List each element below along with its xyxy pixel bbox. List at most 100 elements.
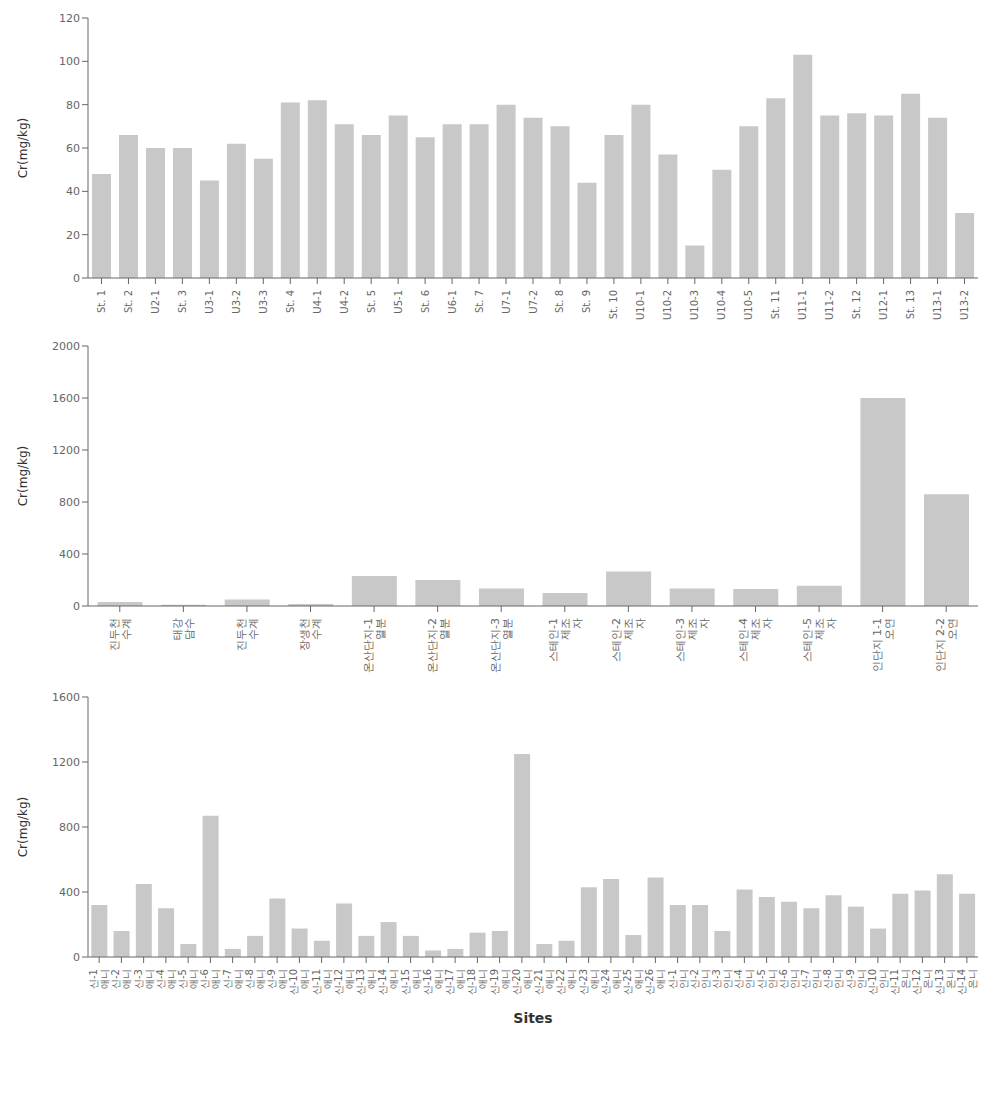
- svg-text:U11-1: U11-1: [797, 290, 808, 320]
- svg-text:St. 10: St. 10: [608, 290, 619, 319]
- svg-text:스테인-1제조자: 스테인-1제조자: [547, 618, 584, 662]
- svg-text:Sites: Sites: [513, 1010, 552, 1026]
- svg-text:신-14온니: 신-14온니: [956, 969, 978, 995]
- svg-text:진두천수계: 진두천수계: [235, 618, 260, 651]
- svg-text:신-3애니: 신-3애니: [133, 969, 155, 989]
- svg-text:St. 3: St. 3: [177, 290, 188, 313]
- svg-text:U10-5: U10-5: [743, 290, 754, 320]
- svg-text:신-4애니: 신-4애니: [155, 969, 177, 989]
- svg-text:U5-1: U5-1: [393, 290, 404, 314]
- svg-text:120: 120: [59, 12, 80, 25]
- svg-text:U3-1: U3-1: [204, 290, 215, 314]
- svg-text:U10-2: U10-2: [662, 290, 673, 320]
- svg-text:U6-1: U6-1: [447, 290, 458, 314]
- svg-text:St. 7: St. 7: [474, 290, 485, 313]
- svg-text:신-7애니: 신-7애니: [222, 969, 244, 989]
- svg-text:스테인-2제조자: 스테인-2제조자: [610, 618, 647, 662]
- svg-text:신-20애니: 신-20애니: [511, 969, 533, 995]
- svg-text:온산단지-2열분: 온산단지-2열분: [425, 618, 450, 673]
- svg-text:신-26애니: 신-26애니: [644, 969, 666, 995]
- svg-text:신-9인니: 신-9인니: [845, 969, 867, 989]
- svg-text:St. 8: St. 8: [554, 290, 565, 313]
- svg-text:100: 100: [59, 55, 80, 68]
- svg-text:신-11애니: 신-11애니: [311, 969, 333, 995]
- svg-text:온산단지-3열분: 온산단지-3열분: [489, 618, 514, 673]
- svg-text:St. 6: St. 6: [420, 290, 431, 313]
- svg-text:80: 80: [66, 99, 80, 112]
- svg-text:신-21애니: 신-21애니: [533, 969, 555, 995]
- svg-text:0: 0: [73, 600, 80, 613]
- svg-text:신-5애니: 신-5애니: [177, 969, 199, 989]
- svg-text:St. 1: St. 1: [96, 290, 107, 313]
- svg-text:신-13온니: 신-13온니: [934, 969, 956, 995]
- svg-text:신-8인니: 신-8인니: [822, 969, 844, 989]
- svg-text:U7-1: U7-1: [501, 290, 512, 314]
- svg-text:U7-2: U7-2: [528, 290, 539, 314]
- svg-text:Cr(mg/kg): Cr(mg/kg): [16, 797, 30, 858]
- svg-text:40: 40: [66, 185, 80, 198]
- svg-text:U10-1: U10-1: [635, 290, 646, 320]
- svg-text:U10-4: U10-4: [716, 290, 727, 320]
- svg-text:1200: 1200: [52, 756, 80, 769]
- svg-text:U3-2: U3-2: [231, 290, 242, 314]
- svg-text:신-6인니: 신-6인니: [778, 969, 800, 989]
- svg-text:Cr(mg/kg): Cr(mg/kg): [16, 446, 30, 507]
- svg-text:U2-1: U2-1: [150, 290, 161, 314]
- svg-text:신-8애니: 신-8애니: [244, 969, 266, 989]
- svg-text:장생천수계: 장생천수계: [298, 618, 323, 651]
- svg-text:신-19애니: 신-19애니: [489, 969, 511, 995]
- svg-text:신-1애니: 신-1애니: [88, 969, 110, 989]
- svg-text:St. 11: St. 11: [770, 290, 781, 319]
- svg-text:신-10애니: 신-10애니: [288, 969, 310, 995]
- svg-text:신-11온니: 신-11온니: [889, 969, 911, 995]
- svg-text:800: 800: [59, 496, 80, 509]
- svg-text:신-18애니: 신-18애니: [466, 969, 488, 995]
- svg-text:신-22애니: 신-22애니: [555, 969, 577, 995]
- svg-text:인단지 2-2오연: 인단지 2-2오연: [934, 618, 959, 672]
- svg-text:St. 4: St. 4: [285, 290, 296, 313]
- svg-text:신-25애니: 신-25애니: [622, 969, 644, 995]
- svg-text:신-4인니: 신-4인니: [733, 969, 755, 989]
- svg-text:U13-1: U13-1: [932, 290, 943, 320]
- svg-text:Cr(mg/kg): Cr(mg/kg): [16, 118, 30, 179]
- svg-text:신-7인니: 신-7인니: [800, 969, 822, 989]
- svg-text:1600: 1600: [52, 392, 80, 405]
- svg-text:신-2인니: 신-2인니: [689, 969, 711, 989]
- svg-text:0: 0: [73, 272, 80, 285]
- svg-text:신-6애니: 신-6애니: [199, 969, 221, 989]
- svg-text:60: 60: [66, 142, 80, 155]
- svg-text:신-12애니: 신-12애니: [333, 969, 355, 995]
- svg-text:St. 9: St. 9: [581, 290, 592, 313]
- svg-text:신-24애니: 신-24애니: [600, 969, 622, 995]
- svg-text:St. 13: St. 13: [905, 290, 916, 319]
- svg-text:태강담수: 태강담수: [171, 618, 196, 640]
- svg-text:신-2애니: 신-2애니: [110, 969, 132, 989]
- svg-text:스테인-3제조자: 스테인-3제조자: [674, 618, 711, 662]
- svg-text:400: 400: [59, 886, 80, 899]
- svg-text:스테인-5제조자: 스테인-5제조자: [801, 618, 838, 662]
- svg-text:신-12온니: 신-12온니: [911, 969, 933, 995]
- svg-text:1200: 1200: [52, 444, 80, 457]
- svg-text:U4-2: U4-2: [339, 290, 350, 314]
- svg-text:온산단지-1열분: 온산단지-1열분: [362, 618, 387, 673]
- svg-text:St. 12: St. 12: [851, 290, 862, 319]
- svg-text:신-5인니: 신-5인니: [756, 969, 778, 989]
- svg-text:신-1인니: 신-1인니: [667, 969, 689, 989]
- svg-text:신-15애니: 신-15애니: [400, 969, 422, 995]
- svg-text:U13-2: U13-2: [959, 290, 970, 320]
- svg-text:신-23애니: 신-23애니: [578, 969, 600, 995]
- svg-text:0: 0: [73, 951, 80, 964]
- svg-text:신-14애니: 신-14애니: [377, 969, 399, 995]
- svg-text:1600: 1600: [52, 691, 80, 704]
- svg-text:인단지 1-1오연: 인단지 1-1오연: [870, 618, 895, 672]
- svg-text:U10-3: U10-3: [689, 290, 700, 320]
- svg-text:신-9애니: 신-9애니: [266, 969, 288, 989]
- svg-text:20: 20: [66, 229, 80, 242]
- svg-text:신-3인니: 신-3인니: [711, 969, 733, 989]
- svg-text:400: 400: [59, 548, 80, 561]
- svg-text:U3-3: U3-3: [258, 290, 269, 314]
- svg-text:U11-2: U11-2: [824, 290, 835, 320]
- svg-text:신-10인니: 신-10인니: [867, 969, 889, 995]
- svg-text:St. 2: St. 2: [123, 290, 134, 313]
- svg-text:800: 800: [59, 821, 80, 834]
